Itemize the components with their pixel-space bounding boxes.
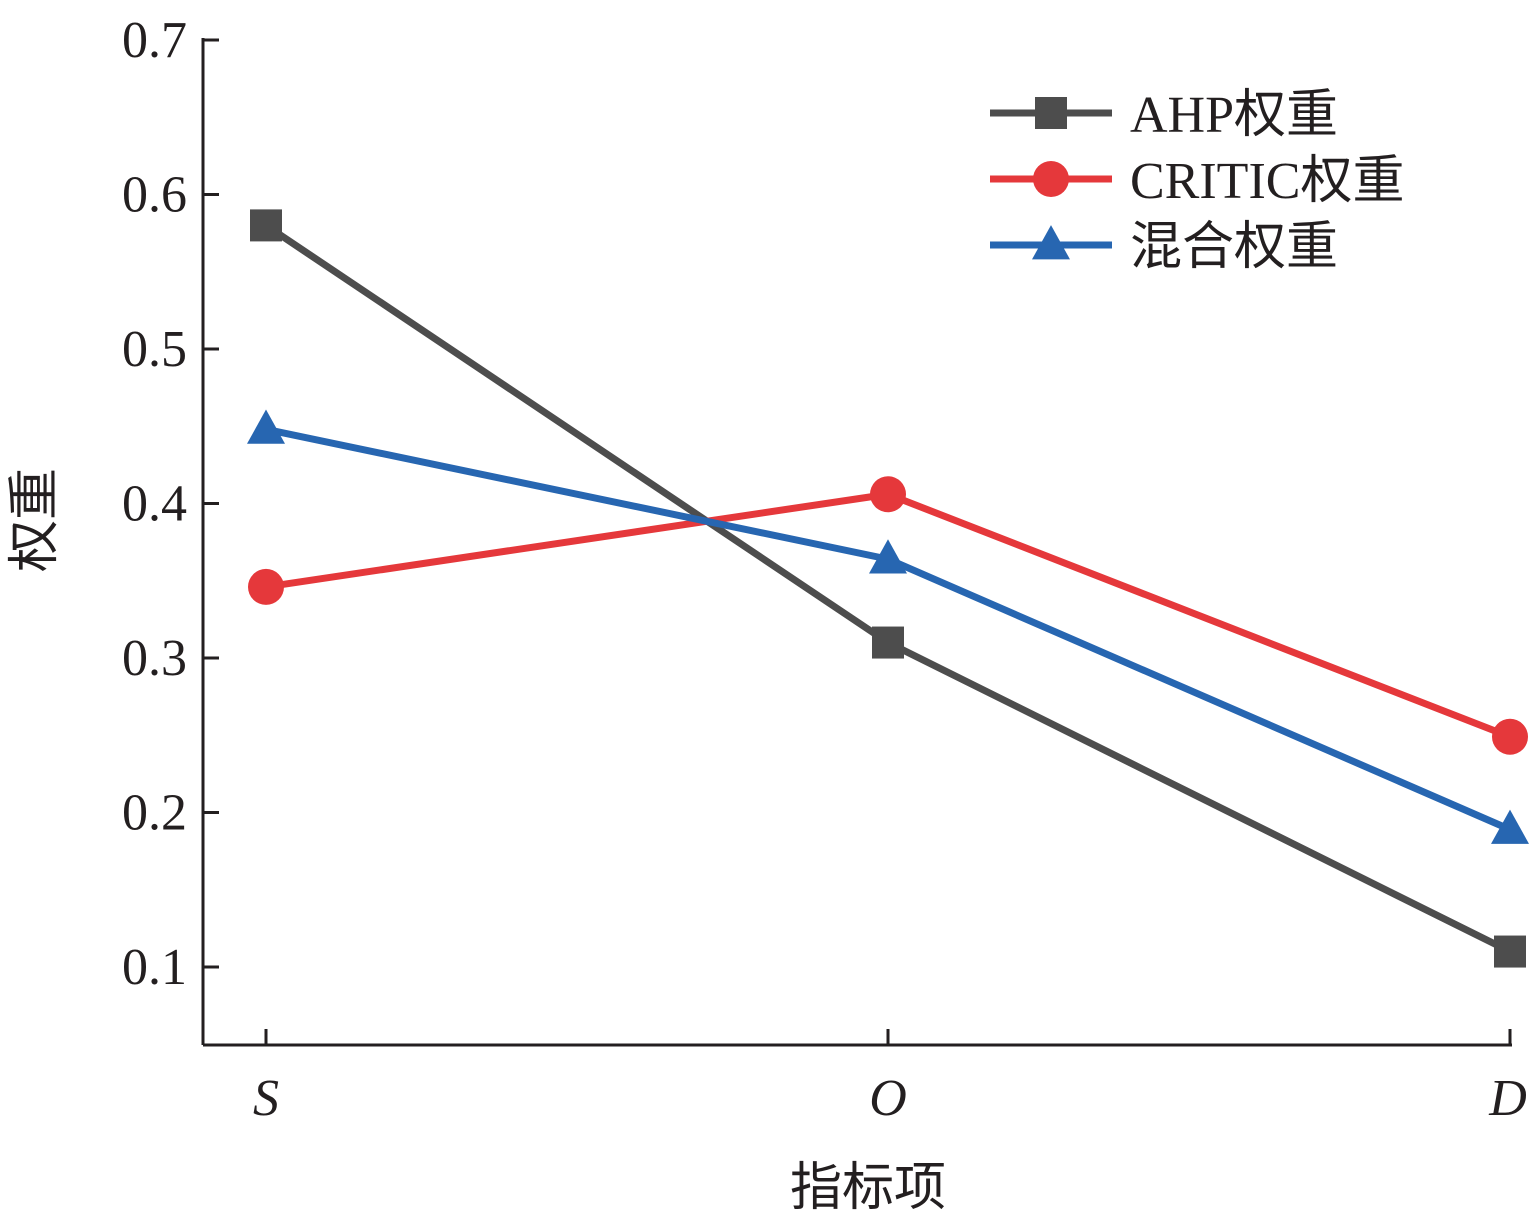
legend-marker-circle	[1033, 161, 1069, 197]
data-point-square	[250, 209, 282, 242]
y-tick-label: 0.5	[122, 321, 187, 378]
legend-entry: CRITIC权重	[990, 153, 1404, 210]
x-tick-label: O	[869, 1070, 907, 1127]
series-line	[264, 222, 1512, 955]
axes	[201, 38, 1512, 1047]
data-point-triangle	[869, 539, 907, 574]
legend-label: CRITIC权重	[1130, 153, 1404, 210]
legend-marker-square	[1035, 97, 1067, 129]
series-line	[265, 490, 1512, 741]
y-ticks: 0.1 0.2 0.3 0.4 0.5 0.6 0.7	[122, 12, 219, 996]
y-axis-title: 权重	[5, 468, 65, 572]
legend-entry: AHP权重	[990, 87, 1338, 144]
legend-label: 混合权重	[1130, 219, 1338, 276]
data-point-square	[872, 626, 904, 659]
series-2	[248, 476, 1528, 755]
data-point-circle	[1492, 718, 1528, 755]
series-1	[250, 209, 1526, 968]
y-tick-label: 0.2	[122, 785, 187, 842]
legend-marker-triangle	[1032, 225, 1070, 260]
series-3	[247, 409, 1529, 844]
y-tick-label: 0.4	[122, 476, 187, 533]
data-point-triangle	[1491, 809, 1529, 844]
y-tick-label: 0.3	[122, 630, 187, 687]
legend-label: AHP权重	[1130, 87, 1338, 144]
y-tick-label: 0.7	[122, 12, 187, 69]
y-tick-label: 0.6	[122, 167, 187, 224]
y-tick-label: 0.1	[122, 939, 187, 996]
legend-entry: 混合权重	[990, 219, 1338, 276]
x-axis-title: 指标项	[790, 1158, 946, 1217]
data-point-triangle	[247, 409, 285, 444]
data-point-circle	[870, 476, 906, 513]
x-tick-label: S	[253, 1070, 279, 1127]
series-layer	[247, 209, 1529, 968]
data-point-square	[1494, 935, 1526, 968]
data-point-circle	[248, 568, 284, 605]
x-tick-label: D	[1488, 1070, 1527, 1127]
